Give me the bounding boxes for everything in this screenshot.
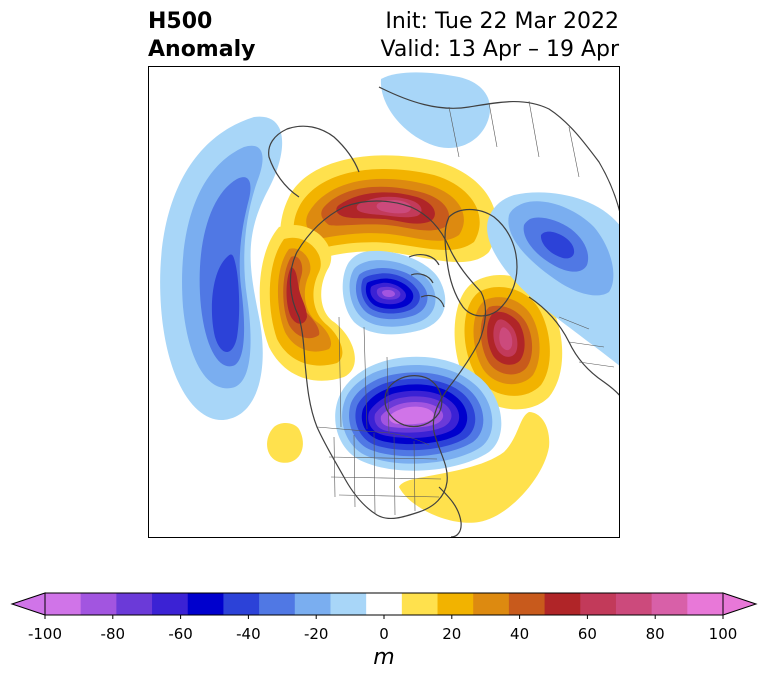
political-borders [316,100,615,516]
europe-borders [558,316,615,368]
colorbar-tick-label: 20 [442,625,462,643]
colorbar-swatch [580,593,617,615]
siberia-trough [380,72,491,148]
europe-coast [528,296,619,396]
arctic-islands [408,254,445,308]
colorbar-tick-label: 40 [510,625,530,643]
coastlines [268,86,619,537]
colorbar-swatch [223,593,260,615]
anomaly-contour [380,72,491,148]
colorbar-tick-label: 60 [577,625,597,643]
colorbar-tick-label: -100 [27,625,63,643]
north-america-coast [289,200,487,520]
colorbar-swatch [45,593,82,615]
colorbar-swatch [330,593,367,615]
canada-province-lines [338,316,390,434]
anomaly-contour [211,254,240,352]
anomaly-contour [499,327,513,351]
colorbar-over-arrow [722,592,758,616]
title-field: Anomaly [148,37,256,62]
colorbar-swatch [437,593,474,615]
anomaly-contour [286,267,307,324]
colorbar-swatch [401,593,439,615]
anomaly-map [160,72,619,537]
canadian-arctic-trough [342,250,446,335]
colorbar-tick-label: -60 [168,625,193,643]
colorbar-swatch [116,593,153,615]
title-init-date: Init: Tue 22 Mar 2022 [385,9,619,34]
colorbar-unit: m [373,645,395,670]
colorbar-swatch [80,593,117,615]
colorbar-under-arrow [10,592,46,616]
north-canada-ridge [280,155,497,267]
colorbar-tick-label: -40 [236,625,261,643]
colorbar-scale [10,592,758,619]
title-valid-range: Valid: 13 Apr – 19 Apr [380,37,620,62]
title-variable: H500 [148,9,213,34]
colorbar-swatch [294,593,332,615]
anomaly-contour [399,412,550,523]
hudson-bay-coast [384,375,443,428]
anomaly-contour [389,406,434,425]
colorbar-swatch [544,593,581,615]
anomaly-contour [540,231,575,259]
scandinavia-trough [487,192,619,366]
florida-coast [438,486,462,537]
colorbar [10,590,758,624]
hudson-bay-trough [335,356,502,471]
colorbar-tick-label: 100 [708,625,738,643]
colorbar-swatch [473,593,510,615]
colorbar-swatch [687,593,724,615]
map-title-right: Init: Tue 22 Mar 2022 Valid: 13 Apr – 19… [381,8,620,64]
greenland-coast [444,208,518,317]
southeast-ridge [267,412,550,523]
colorbar-swatch [366,593,403,615]
colorbar-swatch [651,593,688,615]
colorbar-tick-label: 0 [379,625,389,643]
map-title-left: H500 Anomaly [148,8,255,64]
colorbar-swatch [152,593,189,615]
pacific-trough [160,116,283,421]
anomaly-contour [382,290,395,297]
us-state-lines [328,432,442,516]
anomaly-contour [376,200,412,214]
russia-borders [448,100,580,178]
colorbar-swatch [508,593,546,615]
colorbar-tick-label: -80 [100,625,126,643]
colorbar-swatch [187,593,225,615]
alaska-coast [268,125,360,198]
map-panel [148,66,620,538]
colorbar-tick-label: 80 [645,625,665,643]
colorbar-tick-label: -20 [303,625,329,643]
colorbar-swatch [615,593,653,615]
colorbar-swatch [259,593,296,615]
eurasia-coast [378,86,619,212]
anomaly-contour [267,423,303,463]
